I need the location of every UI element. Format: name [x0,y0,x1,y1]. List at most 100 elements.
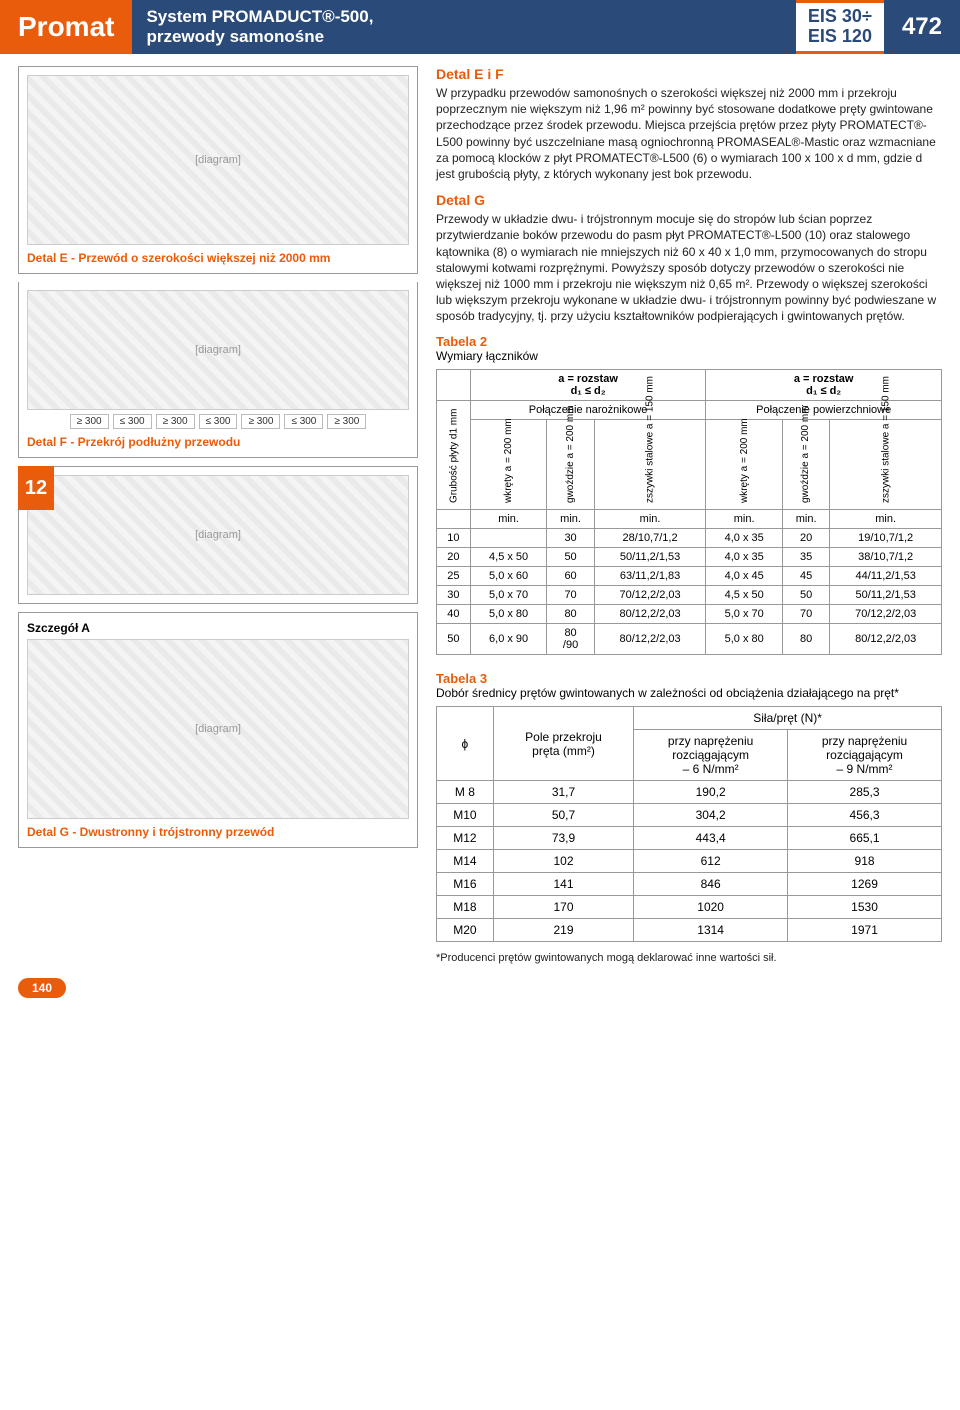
table-cell: 80/12,2/2,03 [830,624,942,655]
dim: ≥ 300 [70,414,109,429]
table-cell: 50 [437,624,471,655]
table-cell: 1971 [788,919,942,942]
table-cell: 612 [634,850,788,873]
figure-cross: [diagram] [18,466,418,604]
table-cell: M20 [437,919,494,942]
table-cell: 5,0 x 80 [470,605,547,624]
t2-rozstaw-2: a = rozstaw [710,373,937,385]
detal-ef-paragraph: W przypadku przewodów samonośnych o szer… [436,85,942,182]
table-cell: 1530 [788,896,942,919]
table-cell: 6,0 x 90 [470,624,547,655]
table-cell: 665,1 [788,827,942,850]
detal-g-heading: Detal G [436,192,942,208]
table-cell: 5,0 x 60 [470,567,547,586]
table3-footnote: *Producenci prętów gwintowanych mogą dek… [436,952,942,964]
detal-g-paragraph: Przewody w układzie dwu- i trójstronnym … [436,211,942,324]
table-cell [470,529,547,548]
szczegol-a-diagram: [diagram] [27,639,409,819]
detal-g-caption: Detal G - Dwustronny i trójstronny przew… [27,825,409,839]
detal-e-diagram: [diagram] [27,75,409,245]
figure-detal-e: [diagram] Detal E - Przewód o szerokości… [18,66,418,274]
dim: ≤ 300 [199,414,238,429]
header-eis: EIS 30÷ EIS 120 [796,0,884,54]
table-cell: 102 [493,850,633,873]
table-cell: 50 [782,586,829,605]
header-title: System PROMADUCT®-500, przewody samonośn… [132,0,795,54]
table-cell: M10 [437,804,494,827]
table3: ϕ Pole przekroju pręta (mm²) Siła/pręt (… [436,706,942,942]
table-cell: 190,2 [634,781,788,804]
table-cell: 50/11,2/1,53 [594,548,706,567]
header-page-ref: 472 [884,0,960,54]
brand-logo: Promat [0,0,132,54]
table-cell: 141 [493,873,633,896]
table-cell: 10 [437,529,471,548]
table-cell: 4,5 x 50 [470,548,547,567]
table-cell: 80/12,2/2,03 [594,605,706,624]
table-cell: 5,0 x 80 [706,624,783,655]
table-cell: 1314 [634,919,788,942]
t2-conn-surface: Połączenie powierzchniowe [706,401,942,420]
table2: a = rozstaw d₁ ≤ d₂ a = rozstaw d₁ ≤ d₂ … [436,369,942,655]
detal-e2-diagram: [diagram] [27,290,409,410]
t2-conn-corner: Połączenie narożnikowe [470,401,706,420]
t3-h-area: Pole przekroju pręta (mm²) [493,707,633,781]
table-cell: 38/10,7/1,2 [830,548,942,567]
t2-c1: gwoździe a = 200 mm [547,420,594,510]
table-cell: M18 [437,896,494,919]
figure-detal-e2: [diagram] ≥ 300 ≤ 300 ≥ 300 ≤ 300 ≥ 300 … [18,282,418,458]
table-cell: M 8 [437,781,494,804]
table-cell: 19/10,7/1,2 [830,529,942,548]
table-cell: 40 [437,605,471,624]
detal-f-dim-row: ≥ 300 ≤ 300 ≥ 300 ≤ 300 ≥ 300 ≤ 300 ≥ 30… [27,414,409,429]
table-cell: 846 [634,873,788,896]
table-cell: M16 [437,873,494,896]
cross-diagram: [diagram] [27,475,409,595]
table-cell: 4,0 x 35 [706,548,783,567]
section-tab: 12 [18,466,54,510]
table-cell: 5,0 x 70 [470,586,547,605]
table-cell: 60 [547,567,594,586]
table-cell: 25 [437,567,471,586]
t2-min: min. [470,510,547,529]
table-cell: 63/11,2/1,83 [594,567,706,586]
table-cell: 70/12,2/2,03 [830,605,942,624]
t2-col-thickness: Grubość płyty d1 mm [437,401,471,510]
table-cell: 443,4 [634,827,788,850]
figure-szczegol-a: Szczegół A [diagram] Detal G - Dwustronn… [18,612,418,848]
table-cell: 30 [437,586,471,605]
table-cell: 30 [547,529,594,548]
t2-c5: zszywki stalowe a = 150 mm [830,420,942,510]
t2-min: min. [830,510,942,529]
table-cell: 70/12,2/2,03 [594,586,706,605]
table3-subtitle: Dobór średnicy prętów gwintowanych w zal… [436,686,942,700]
t2-min: min. [782,510,829,529]
table-cell: M12 [437,827,494,850]
header-title-line1: System PROMADUCT®-500, [146,7,781,27]
table-cell: 45 [782,567,829,586]
eis-line1: EIS 30÷ [808,7,872,27]
table-cell: 35 [782,548,829,567]
table-cell: 4,5 x 50 [706,586,783,605]
dim: ≥ 300 [327,414,366,429]
table-cell: 70 [547,586,594,605]
table-cell: 80 [547,605,594,624]
table-cell: 70 [782,605,829,624]
table-cell: 50 [547,548,594,567]
table-cell: 4,0 x 45 [706,567,783,586]
t2-c0: wkręty a = 200 mm [470,420,547,510]
t2-drel-2: d₁ ≤ d₂ [710,385,937,397]
t2-min: min. [547,510,594,529]
t3-h-9: przy naprężeniu rozciągającym – 9 N/mm² [788,730,942,781]
table-cell: 31,7 [493,781,633,804]
eis-line2: EIS 120 [808,27,872,47]
table-cell: 80 [782,624,829,655]
table-cell: 20 [782,529,829,548]
right-column: Detal E i F W przypadku przewodów samono… [436,66,942,964]
table-cell: 44/11,2/1,53 [830,567,942,586]
table-cell: 4,0 x 35 [706,529,783,548]
t2-drel-1: d₁ ≤ d₂ [475,385,702,397]
table-cell: 28/10,7/1,2 [594,529,706,548]
t2-min: min. [594,510,706,529]
table-cell: 219 [493,919,633,942]
